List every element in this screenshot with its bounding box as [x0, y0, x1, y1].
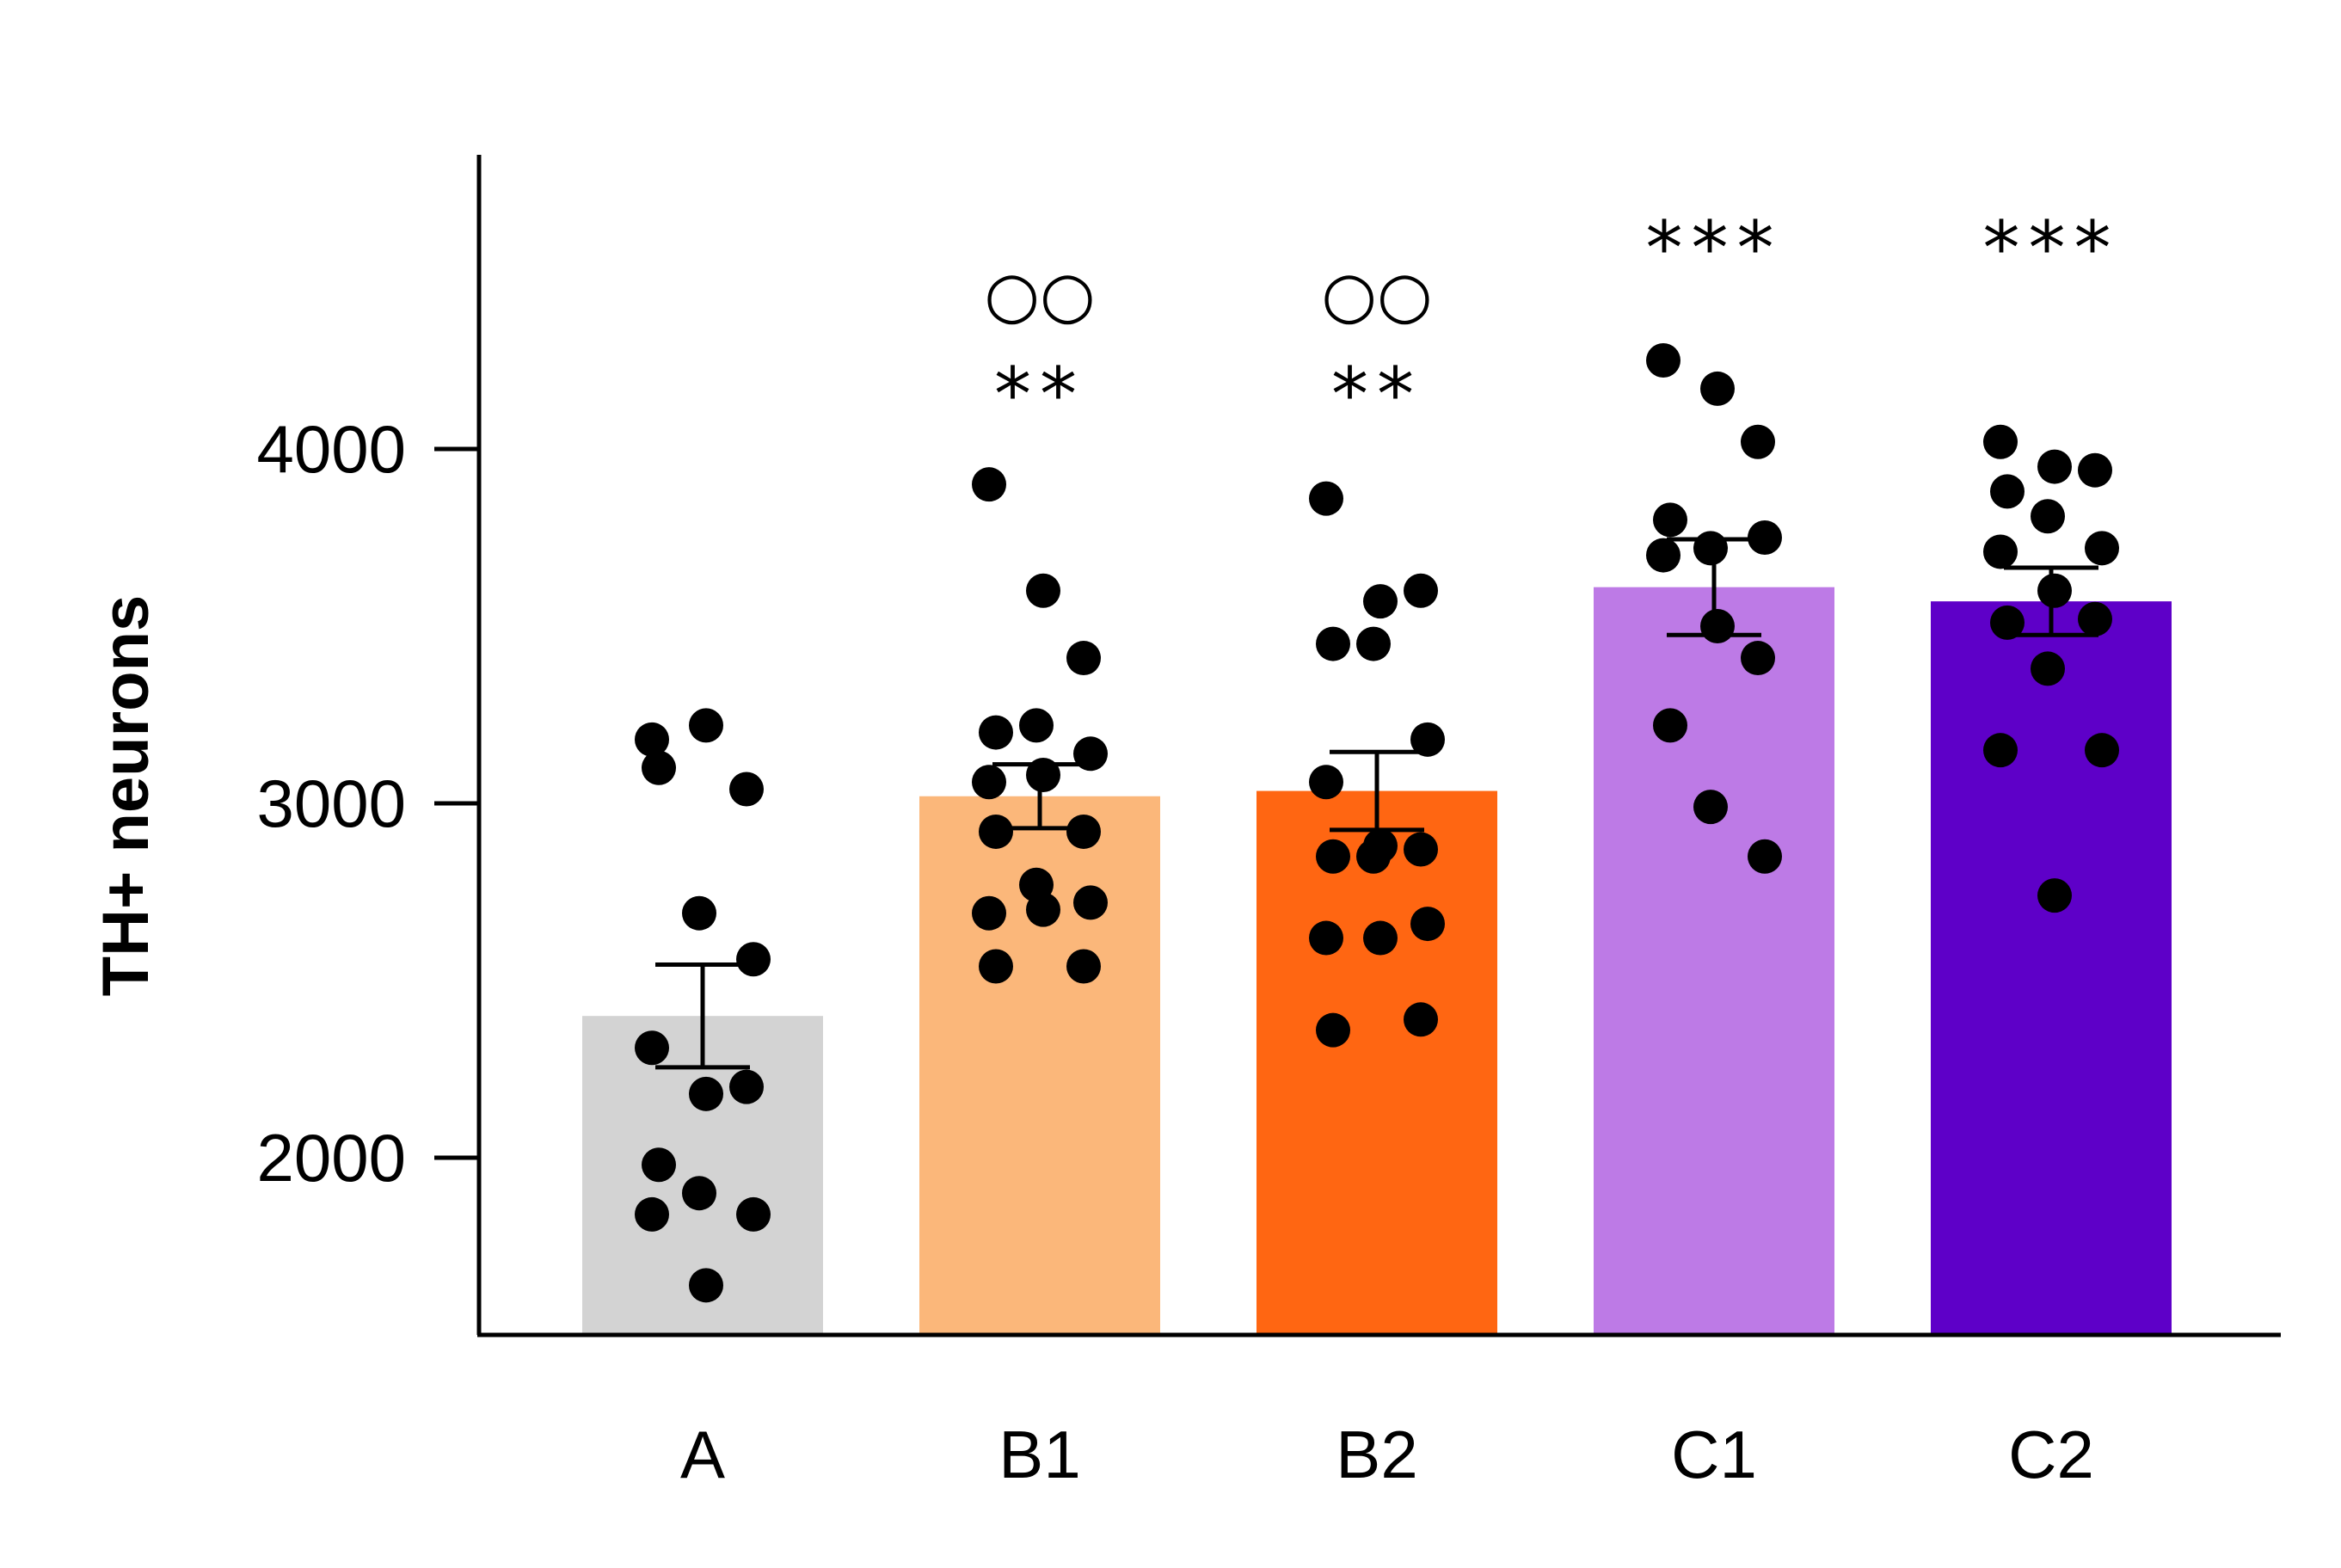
significance-circles-b2: ○○ — [1321, 258, 1432, 332]
data-point-b2 — [1404, 573, 1438, 608]
data-point-b1 — [1019, 708, 1054, 743]
y-tick-label: 4000 — [256, 411, 406, 487]
data-point-b1 — [972, 765, 1006, 800]
significance-stars-c2: *** — [1983, 206, 2120, 292]
data-point-b2 — [1404, 832, 1438, 867]
data-point-b2 — [1316, 626, 1350, 661]
data-point-c2 — [2078, 452, 2112, 488]
data-point-c1 — [1653, 708, 1687, 743]
significance-circles-b1: ○○ — [984, 258, 1095, 332]
category-label-c1: C1 — [1671, 1417, 1757, 1492]
data-point-b1 — [979, 814, 1013, 849]
significance-stars-b2: ** — [1331, 352, 1422, 438]
data-point-a — [729, 1069, 764, 1104]
category-labels-layer: A B1 B2 C1 C2 — [680, 1417, 2094, 1492]
points-layer — [635, 342, 2119, 1303]
data-point-c1 — [1741, 641, 1775, 676]
data-point-b2 — [1316, 1012, 1350, 1048]
data-point-a — [689, 1076, 723, 1111]
data-point-b1 — [979, 715, 1013, 750]
data-point-a — [682, 895, 716, 931]
data-point-b2 — [1309, 481, 1343, 516]
data-point-c2 — [1990, 474, 2025, 509]
y-ticks-layer: 2000 3000 4000 — [256, 411, 479, 1196]
data-point-c2 — [1983, 534, 2018, 569]
data-point-b1 — [1026, 758, 1060, 793]
data-point-b2 — [1309, 920, 1343, 956]
data-point-b1 — [1026, 573, 1060, 608]
data-point-a — [689, 708, 723, 743]
data-point-a — [642, 750, 676, 785]
data-point-b2 — [1404, 1002, 1438, 1037]
data-point-a — [635, 722, 669, 757]
data-point-c1 — [1693, 790, 1728, 825]
data-point-b1 — [1066, 814, 1101, 849]
significance-layer: ○○**○○***** *** — [984, 206, 2120, 438]
data-point-c2 — [1983, 424, 2018, 459]
data-point-c1 — [1748, 839, 1782, 874]
y-tick-label: 2000 — [256, 1120, 406, 1196]
data-point-c2 — [2037, 878, 2072, 913]
significance-stars-c1: *** — [1646, 206, 1783, 292]
data-point-b1 — [1066, 641, 1101, 676]
data-point-b1 — [979, 949, 1013, 984]
bar-b2 — [1257, 790, 1497, 1335]
data-point-b2 — [1309, 765, 1343, 800]
data-point-c1 — [1693, 531, 1728, 566]
data-point-c2 — [2031, 499, 2065, 534]
data-point-c2 — [2037, 449, 2072, 484]
data-point-b1 — [1073, 885, 1108, 920]
data-point-a — [689, 1268, 723, 1303]
data-point-b2 — [1356, 839, 1391, 874]
data-point-a — [682, 1176, 716, 1211]
data-point-c1 — [1700, 608, 1735, 643]
data-point-c1 — [1646, 538, 1680, 573]
data-point-a — [729, 772, 764, 807]
data-point-a — [635, 1196, 669, 1232]
data-point-c2 — [2085, 733, 2119, 768]
data-point-b1 — [1066, 949, 1101, 984]
data-point-a — [642, 1147, 676, 1183]
data-point-c2 — [2037, 573, 2072, 608]
data-point-b2 — [1410, 722, 1445, 757]
data-point-a — [736, 1196, 771, 1232]
data-point-c1 — [1653, 502, 1687, 538]
data-point-c1 — [1748, 520, 1782, 555]
y-axis-title: TH+ neurons — [89, 595, 163, 997]
data-point-a — [736, 942, 771, 977]
axes-layer — [476, 155, 2281, 1337]
category-label-b1: B1 — [998, 1417, 1080, 1492]
data-point-b1 — [972, 467, 1006, 502]
data-point-b1 — [972, 895, 1006, 931]
data-point-b2 — [1363, 920, 1398, 956]
data-point-b2 — [1410, 907, 1445, 942]
data-point-c1 — [1741, 424, 1775, 459]
data-point-c2 — [2031, 651, 2065, 686]
data-point-b2 — [1356, 626, 1391, 661]
data-point-c2 — [1983, 733, 2018, 768]
data-point-c1 — [1646, 342, 1680, 378]
category-label-a: A — [680, 1417, 725, 1492]
bar-c2 — [1931, 601, 2172, 1335]
data-point-b2 — [1363, 584, 1398, 619]
data-point-a — [635, 1030, 669, 1066]
category-label-c2: C2 — [2008, 1417, 2094, 1492]
data-point-c1 — [1700, 371, 1735, 406]
data-point-b1 — [1073, 736, 1108, 772]
data-point-b1 — [1026, 892, 1060, 927]
data-point-c2 — [2085, 531, 2119, 566]
data-point-c2 — [1990, 605, 2025, 640]
significance-stars-b1: ** — [994, 352, 1085, 438]
category-label-b2: B2 — [1336, 1417, 1417, 1492]
bars-layer — [582, 587, 2172, 1335]
y-tick-label: 3000 — [256, 766, 406, 841]
data-point-c2 — [2078, 601, 2112, 636]
bar-c1 — [1594, 587, 1834, 1335]
data-point-b2 — [1316, 839, 1350, 874]
